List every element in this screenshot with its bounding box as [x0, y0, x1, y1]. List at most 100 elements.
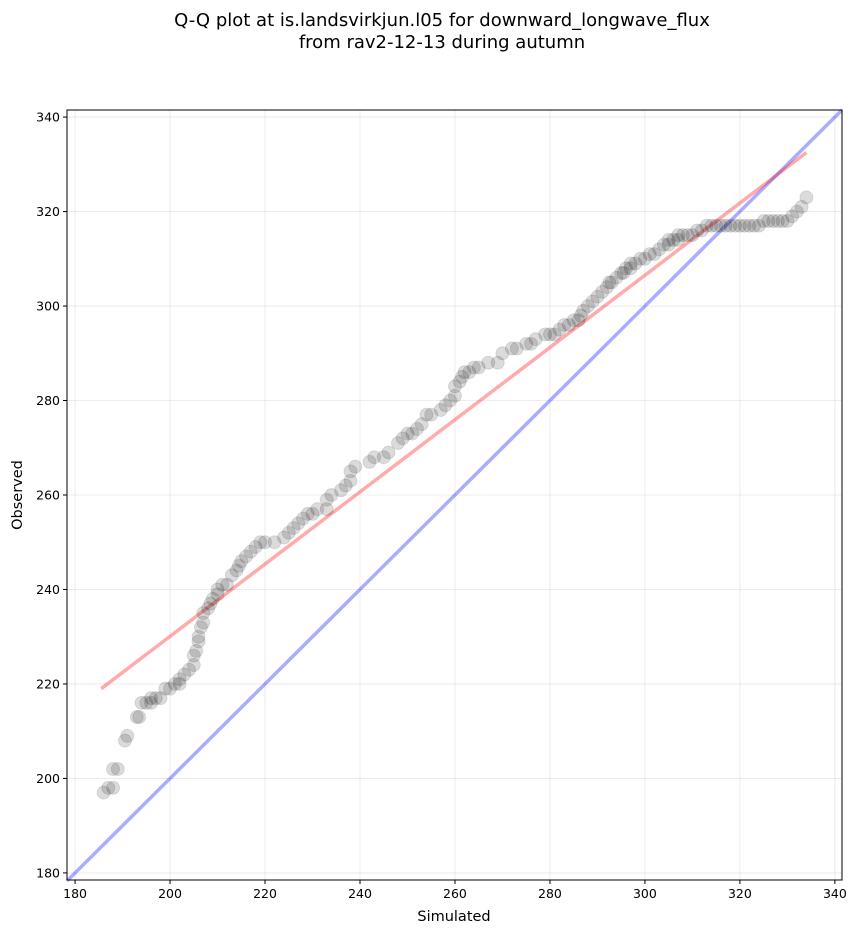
x-tick-label: 280 [538, 886, 562, 901]
data-point [419, 407, 434, 422]
data-point [196, 615, 211, 630]
data-point [732, 218, 747, 233]
data-point [324, 488, 339, 502]
data-point [490, 355, 505, 370]
data-point [602, 275, 617, 290]
y-tick-label: 260 [36, 488, 60, 503]
data-point [405, 426, 420, 441]
data-point [647, 247, 662, 262]
data-point [718, 218, 733, 233]
data-point [277, 530, 292, 545]
data-point [455, 369, 470, 384]
data-point [599, 280, 614, 295]
data-point [799, 190, 814, 205]
data-point [557, 317, 572, 332]
fit-line [100, 151, 808, 691]
data-point [193, 620, 208, 635]
data-point [661, 237, 676, 252]
y-tick-label: 320 [36, 204, 60, 219]
y-tick-label: 200 [36, 771, 60, 786]
data-point [433, 402, 448, 417]
x-tick-label: 220 [253, 886, 277, 901]
data-point [158, 681, 173, 696]
data-point [296, 511, 311, 526]
data-point [424, 407, 439, 422]
data-point [675, 228, 690, 243]
data-point [756, 214, 771, 229]
x-tick-label: 320 [728, 886, 752, 901]
y-tick-label: 280 [36, 393, 60, 408]
data-point [637, 251, 652, 266]
data-point [780, 214, 795, 229]
data-point [319, 492, 334, 507]
data-point [110, 761, 125, 776]
data-point [699, 218, 714, 233]
x-tick-label: 260 [443, 886, 467, 901]
data-point [671, 228, 686, 243]
data-point [623, 261, 638, 276]
data-point [694, 223, 709, 238]
data-point [210, 582, 225, 597]
data-point [443, 393, 458, 408]
data-point [656, 237, 671, 252]
data-point [642, 247, 657, 262]
data-point [334, 483, 349, 498]
data-point [367, 450, 382, 465]
data-point [343, 473, 358, 488]
data-point [571, 313, 586, 328]
x-tick-label: 340 [823, 886, 847, 901]
data-point [713, 218, 728, 233]
data-point [590, 289, 605, 304]
data-point [595, 284, 610, 299]
data-point [794, 199, 809, 214]
data-point [652, 242, 667, 257]
data-point [604, 275, 619, 290]
data-point [348, 459, 363, 474]
data-point [728, 218, 743, 233]
y-tick-label: 180 [36, 865, 60, 880]
data-point [120, 728, 135, 743]
data-point [191, 629, 206, 644]
data-point [258, 535, 273, 550]
data-point [182, 662, 197, 677]
data-point [286, 521, 301, 536]
data-point [457, 365, 472, 380]
data-point [552, 322, 567, 337]
data-point [205, 591, 220, 606]
data-point [101, 780, 116, 795]
y-tick-label: 300 [36, 299, 60, 314]
data-point [580, 299, 595, 314]
data-point [163, 681, 178, 696]
data-point [566, 313, 581, 328]
data-point [538, 327, 553, 342]
data-point [628, 256, 643, 271]
data-point [305, 506, 320, 521]
data-point [220, 577, 235, 592]
data-point [224, 568, 239, 583]
data-point [362, 454, 377, 469]
data-point [616, 265, 631, 280]
data-point [129, 710, 144, 725]
data-point [186, 658, 201, 673]
data-point [96, 785, 111, 800]
data-point [338, 478, 353, 493]
data-point [466, 360, 481, 375]
data-point [395, 431, 410, 446]
data-point [409, 421, 424, 436]
data-point [144, 691, 159, 706]
data-point [775, 214, 790, 229]
data-point [519, 336, 534, 351]
x-tick-label: 300 [633, 886, 657, 901]
data-point [609, 270, 624, 285]
data-point [761, 214, 776, 229]
data-point [447, 388, 462, 403]
data-point [134, 695, 149, 710]
data-point [528, 332, 543, 347]
data-point [172, 672, 187, 687]
data-point [381, 445, 396, 460]
data-point [106, 780, 121, 795]
data-point [186, 648, 201, 663]
chart-subtitle: from rav2-12-13 during autumn [299, 32, 585, 53]
data-point [153, 691, 168, 706]
